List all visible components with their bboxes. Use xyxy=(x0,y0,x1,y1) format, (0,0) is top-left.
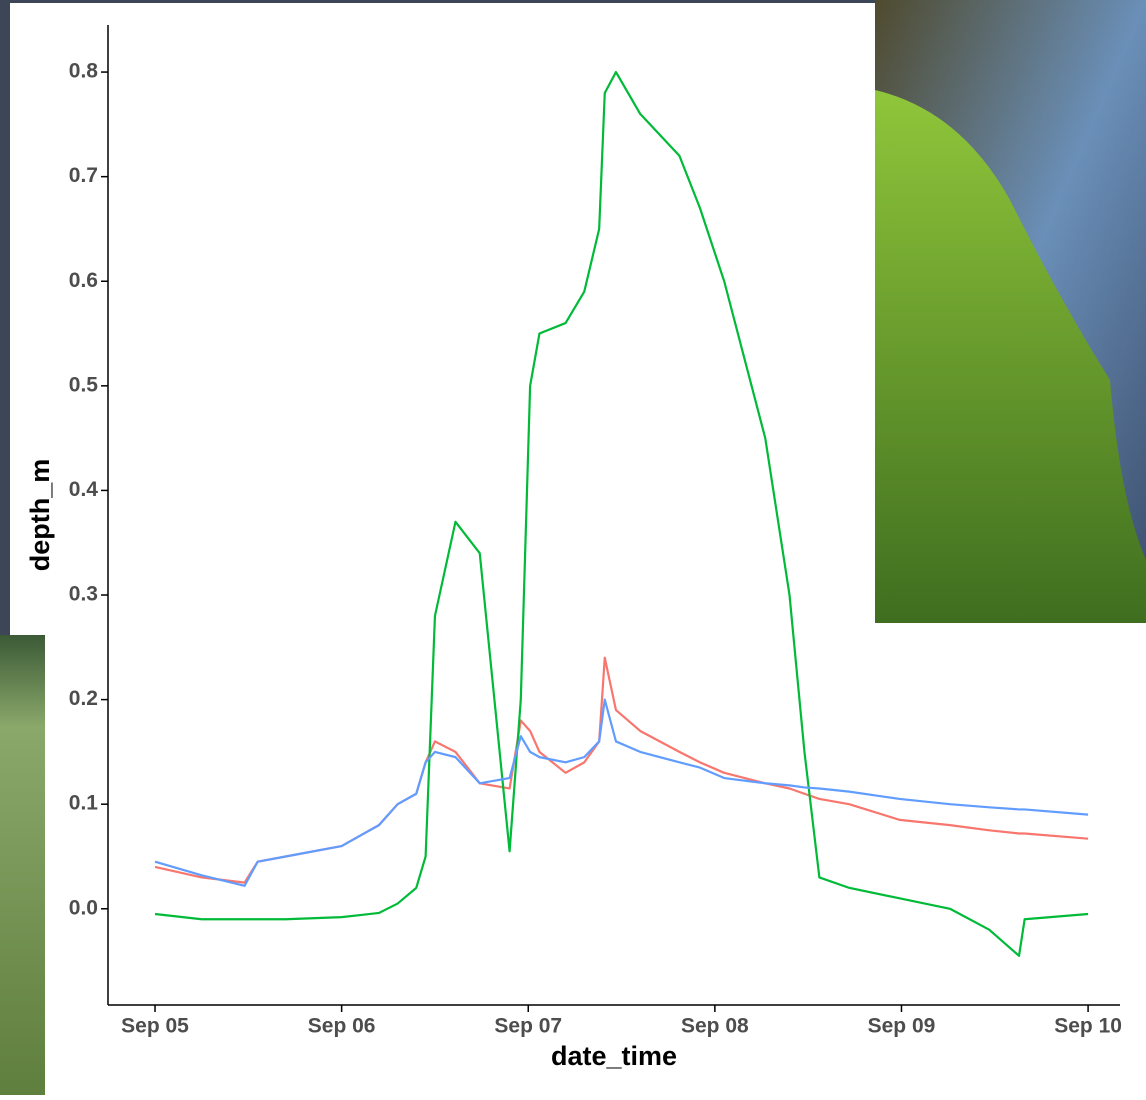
series-line xyxy=(154,70,1089,957)
x-tick-label: Sep 09 xyxy=(868,1015,936,1038)
x-tick-label: Sep 05 xyxy=(121,1015,189,1038)
y-tick-label: 0.1 xyxy=(69,792,99,815)
y-tick-label: 0.4 xyxy=(69,478,99,501)
x-tick-label: Sep 07 xyxy=(494,1015,562,1038)
y-tick-label: 0.6 xyxy=(69,269,98,292)
y-tick-label: 0.3 xyxy=(69,583,98,606)
x-tick-label: Sep 06 xyxy=(308,1015,376,1038)
y-tick-label: 0.7 xyxy=(69,164,98,187)
y-tick-label: 0.2 xyxy=(69,687,98,710)
photo-field xyxy=(0,635,50,1095)
y-tick-label: 0.0 xyxy=(69,896,98,919)
x-tick-label: Sep 08 xyxy=(681,1015,749,1038)
y-axis-title: depth_m xyxy=(25,459,55,572)
plot-panel xyxy=(10,3,1146,1095)
series-line xyxy=(154,698,1089,887)
photo-grass xyxy=(875,90,1146,623)
y-tick-label: 0.5 xyxy=(69,373,99,396)
x-tick-label: Sep 10 xyxy=(1054,1015,1122,1038)
x-axis-title: date_time xyxy=(551,1041,677,1071)
y-tick-label: 0.8 xyxy=(69,60,99,83)
